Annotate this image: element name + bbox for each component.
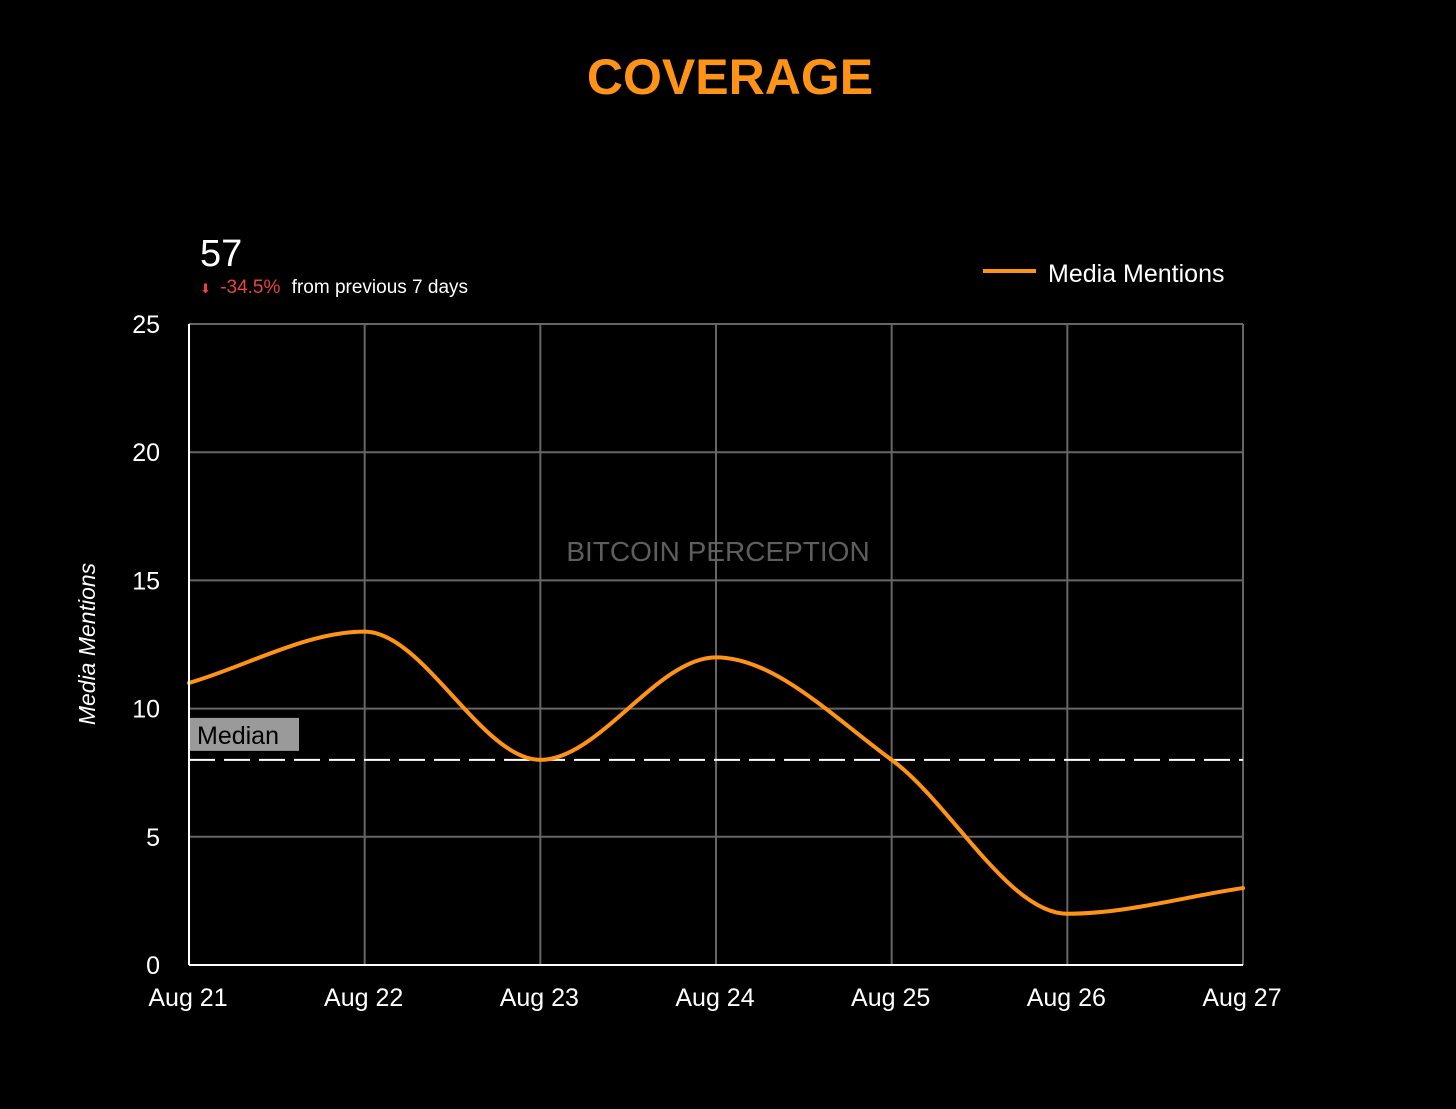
x-tick-label: Aug 21 <box>148 984 227 1012</box>
x-tick-label: Aug 24 <box>675 984 754 1012</box>
median-label: Median <box>197 722 279 750</box>
summary-change-suffix: from previous 7 days <box>292 277 468 298</box>
chart-watermark: BITCOIN PERCEPTION <box>566 536 869 567</box>
y-tick-label: 20 <box>132 439 160 467</box>
median-label-background <box>190 717 299 751</box>
legend: Media Mentions <box>983 260 1224 288</box>
axes <box>188 324 1243 966</box>
x-tick-label: Aug 25 <box>851 984 930 1012</box>
summary-change-line: ⬇ -34.5% from previous 7 days <box>200 277 468 298</box>
x-tick-label: Aug 23 <box>500 984 579 1012</box>
chart-title: COVERAGE <box>587 49 873 105</box>
y-tick-label: 5 <box>146 824 160 852</box>
x-tick-label: Aug 22 <box>324 984 403 1012</box>
x-tick-label: Aug 27 <box>1202 984 1281 1012</box>
y-axis-ticks: 0 5 10 15 20 25 <box>132 311 160 980</box>
x-axis-ticks: Aug 21 Aug 22 Aug 23 Aug 24 Aug 25 Aug 26 Aug … <box>148 984 1281 1012</box>
median-reference: Median <box>189 717 1243 761</box>
y-tick-label: 10 <box>132 696 160 724</box>
y-tick-label: 25 <box>132 311 160 339</box>
y-axis-title: Media Mentions <box>74 562 100 725</box>
summary-total: 57 <box>200 233 242 275</box>
gridlines <box>189 323 1244 965</box>
y-tick-label: 0 <box>146 952 160 980</box>
y-tick-label: 15 <box>132 567 160 595</box>
summary-change-value: -34.5% <box>220 277 280 298</box>
legend-label: Media Mentions <box>1048 260 1224 288</box>
trend-down-icon: ⬇ <box>200 281 211 296</box>
x-tick-label: Aug 26 <box>1027 984 1106 1012</box>
